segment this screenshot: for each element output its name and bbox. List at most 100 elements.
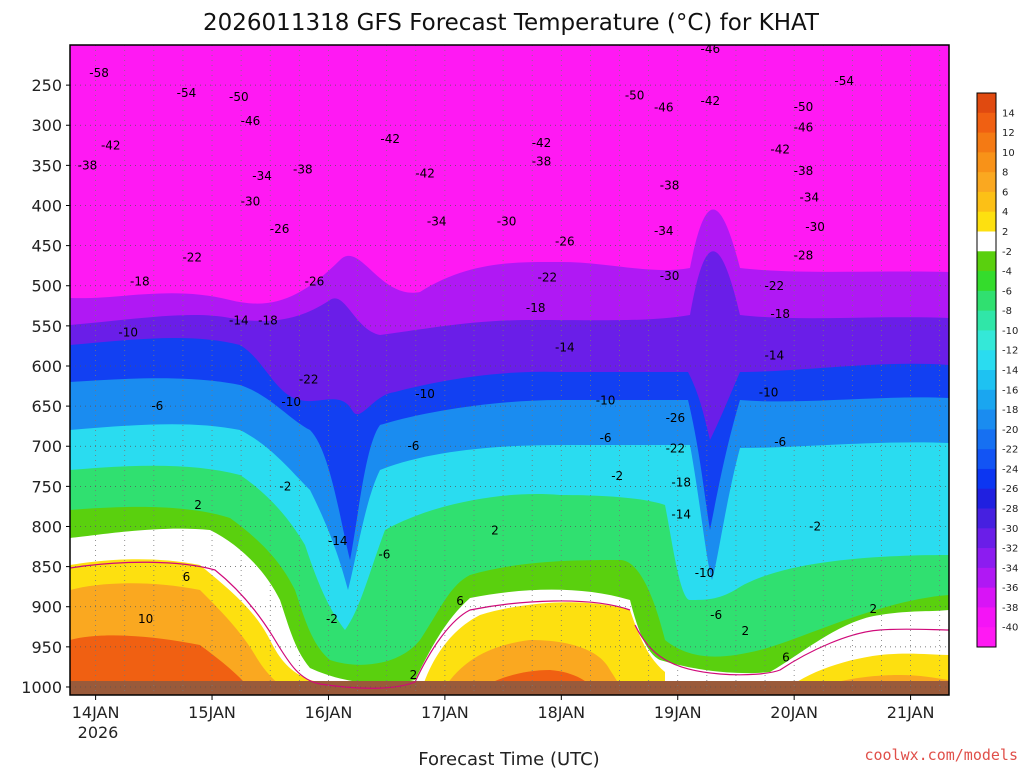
colorbar-swatch (977, 389, 996, 411)
colorbar-swatch (977, 528, 996, 549)
contour-label: -50 (625, 89, 645, 103)
colorbar-label: -32 (1002, 544, 1018, 555)
colorbar-swatch (977, 468, 996, 490)
y-tick-label-1000: 1000 (21, 678, 62, 697)
x-tick-label-19jan: 19JAN (654, 703, 702, 722)
y-tick-label-500: 500 (31, 277, 62, 296)
contour-label: -2 (611, 469, 623, 483)
x-tick-label-15jan: 15JAN (188, 703, 236, 722)
x-year-label: 2026 (78, 723, 119, 742)
contour-label: 6 (183, 570, 191, 584)
colorbar-label: -6 (1002, 286, 1012, 297)
contour-label: -26 (666, 411, 686, 425)
contour-label: -46 (701, 42, 721, 56)
x-tick-label-14jan: 14JAN (72, 703, 120, 722)
colorbar-swatch (977, 251, 996, 272)
x-tick-label-20jan: 20JAN (770, 703, 818, 722)
contour-label: -50 (794, 100, 814, 114)
chart-title: 2026011318 GFS Forecast Temperature (°C)… (203, 10, 820, 36)
contour-label: 6 (456, 594, 464, 608)
y-tick-label-850: 850 (31, 558, 62, 577)
colorbar-swatch (977, 508, 996, 529)
colorbar-swatch (977, 310, 996, 331)
contour-label: 2 (410, 668, 418, 682)
colorbar-swatch (977, 231, 996, 252)
contour-label: -42 (415, 166, 435, 180)
colorbar-swatch (977, 191, 996, 213)
contour-label: -58 (89, 66, 109, 80)
contour-label: -6 (600, 431, 612, 445)
contour-label: -42 (101, 138, 121, 152)
contour-label: -30 (241, 194, 261, 208)
colorbar-swatch (977, 409, 996, 430)
contour-label: -6 (710, 608, 722, 622)
colorbar-swatch (977, 290, 996, 312)
colorbar-swatch (977, 567, 996, 589)
contour-label: -6 (407, 439, 419, 453)
contour-label: -14 (328, 534, 348, 548)
colorbar-label: -34 (1002, 563, 1018, 574)
contour-label: 2 (741, 624, 749, 638)
colorbar-label: 4 (1002, 207, 1008, 218)
colorbar-label: -22 (1002, 445, 1018, 456)
colorbar-label: -14 (1002, 366, 1018, 377)
contour-label: -38 (532, 154, 552, 168)
colorbar-label: -4 (1002, 267, 1012, 278)
contour-label: -26 (555, 235, 575, 249)
contour-label: -42 (770, 142, 790, 156)
contour-label: -10 (415, 387, 435, 401)
colorbar-label: 10 (1002, 148, 1015, 159)
contour-label: -22 (538, 271, 558, 285)
contour-label: -18 (258, 313, 278, 327)
y-tick-label-250: 250 (31, 76, 62, 95)
colorbar-label: -24 (1002, 464, 1018, 475)
contour-label: -34 (799, 190, 819, 204)
contour-label: -6 (774, 435, 786, 449)
colorbar: 14 12 10 8 6 4 2 -2 -4 -6 -8 -10 -12 -14 -16 -18 -20 -22 -… (976, 92, 1018, 648)
contour-label: 2 (194, 498, 202, 512)
colorbar-label: -28 (1002, 504, 1018, 515)
colorbar-swatch (977, 152, 996, 173)
contour-label: -14 (555, 341, 575, 355)
colorbar-swatch (977, 211, 996, 232)
colorbar-swatch (977, 587, 996, 608)
contour-label: -14 (229, 313, 249, 327)
contour-label: -28 (794, 248, 814, 262)
colorbar-swatch (977, 429, 996, 450)
contour-label: -34 (654, 224, 674, 238)
contour-label: -54 (177, 86, 197, 100)
contour-labels: -58-54 -50-46-42-38-34 -38-42-42-42-38-50-… (78, 42, 877, 682)
colorbar-label: 14 (1002, 108, 1015, 119)
contour-label: -38 (794, 164, 814, 178)
contour-label: -26 (270, 222, 290, 236)
contour-label: -2 (279, 479, 291, 493)
contour-label: -42 (701, 94, 721, 108)
colorbar-label: -16 (1002, 385, 1018, 396)
colorbar-label: 2 (1002, 227, 1008, 238)
x-tick-label-17jan: 17JAN (421, 703, 469, 722)
contour-label: -54 (834, 74, 854, 88)
contour-label: -46 (654, 101, 674, 115)
colorbar-swatch (977, 112, 996, 134)
contour-label: -10 (281, 395, 301, 409)
contour-label: -10 (759, 385, 779, 399)
y-tick-label-450: 450 (31, 237, 62, 256)
colorbar-swatch (977, 350, 996, 371)
colorbar-label: -40 (1002, 623, 1018, 634)
colorbar-label: -2 (1002, 247, 1012, 258)
contour-label: -46 (794, 121, 814, 135)
contour-label: -22 (666, 442, 686, 456)
band-dark-orange (70, 635, 600, 695)
y-tick-label-900: 900 (31, 598, 62, 617)
colorbar-label: -26 (1002, 484, 1018, 495)
contour-label: 6 (782, 650, 790, 664)
contour-label: -50 (229, 90, 249, 104)
colorbar-swatch (977, 172, 996, 193)
contour-label: -38 (293, 162, 313, 176)
y-tick-label-800: 800 (31, 517, 62, 536)
plot-frame (69, 44, 950, 696)
contour-label: -42 (532, 136, 552, 150)
contour-label: 10 (138, 612, 153, 626)
band-yellow (70, 559, 949, 695)
colorbar-swatch (977, 370, 996, 391)
